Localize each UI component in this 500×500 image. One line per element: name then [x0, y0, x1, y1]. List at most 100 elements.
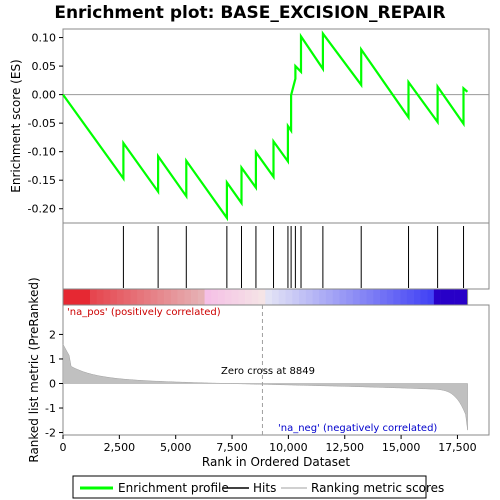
- colorbar-segment-19: [191, 289, 199, 305]
- colorbar-segment-9: [123, 289, 131, 305]
- es-y-tick-label-5: -0.15: [28, 174, 56, 187]
- colorbar-segment-35: [299, 289, 307, 305]
- legend-hits-label: Hits: [253, 481, 276, 495]
- legend-ranking-label: Ranking metric scores: [311, 481, 444, 495]
- legend: Enrichment profile Hits Ranking metric s…: [72, 475, 444, 499]
- colorbar-segment-45: [366, 289, 374, 305]
- es-y-tick-label-1: 0.05: [32, 60, 57, 73]
- es-y-tick-label-0: 0.10: [32, 32, 57, 45]
- colorbar-segment-56: [440, 289, 448, 305]
- hits-panel: [62, 222, 490, 290]
- colorbar-segment-10: [130, 289, 138, 305]
- zero-cross-label: Zero cross at 8849: [221, 366, 315, 377]
- colorbar-segment-24: [224, 289, 232, 305]
- colorbar-segment-29: [258, 289, 266, 305]
- colorbar-segment-53: [420, 289, 428, 305]
- colorbar-segment-14: [157, 289, 165, 305]
- negative-correlation-label: 'na_neg' (negatively correlated): [278, 423, 437, 434]
- colorbar-segment-36: [305, 289, 313, 305]
- colorbar-segment-22: [211, 289, 219, 305]
- colorbar-segment-40: [332, 289, 340, 305]
- x-tick-label-0: 0: [60, 441, 67, 454]
- es-panel-frame: [62, 28, 490, 224]
- x-tick-label-1: 2,500: [104, 441, 136, 454]
- colorbar-segment-2: [76, 289, 84, 305]
- colorbar-segment-13: [150, 289, 158, 305]
- colorbar-segment-43: [352, 289, 360, 305]
- metric-y-tick-label-3: -1: [45, 402, 56, 415]
- colorbar-segment-6: [103, 289, 111, 305]
- ranked-list-colorbar: [62, 288, 469, 306]
- colorbar-segment-50: [400, 289, 408, 305]
- colorbar-segment-21: [204, 289, 212, 305]
- x-tick-label-3: 7,500: [216, 441, 248, 454]
- x-tick-label-2: 5,000: [160, 441, 192, 454]
- ranking-metric-area: [62, 344, 468, 431]
- hits-panel-frame: [62, 222, 490, 290]
- colorbar-segment-30: [265, 289, 273, 305]
- colorbar-segment-41: [339, 289, 347, 305]
- x-tick-label-7: 17,500: [438, 441, 477, 454]
- colorbar-segment-18: [184, 289, 192, 305]
- colorbar-segment-54: [427, 289, 435, 305]
- metric-y-tick-label-1: 1: [49, 353, 56, 366]
- colorbar-segment-3: [83, 289, 91, 305]
- metric-panel: 2 1 0 -1 -2 0 2,500 5,000 7,500 10,000 12,500 15,0…: [27, 277, 490, 469]
- colorbar-segment-23: [218, 289, 226, 305]
- x-tick-label-6: 15,000: [382, 441, 421, 454]
- colorbar-segment-27: [245, 289, 253, 305]
- colorbar-segment-51: [406, 289, 414, 305]
- colorbar-segment-11: [137, 289, 145, 305]
- colorbar-segment-5: [96, 289, 104, 305]
- legend-enrichment-label: Enrichment profile: [118, 481, 229, 495]
- colorbar-segment-57: [447, 289, 455, 305]
- colorbar-segment-26: [238, 289, 246, 305]
- colorbar-segment-15: [164, 289, 172, 305]
- colorbar-segment-32: [278, 289, 286, 305]
- enrichment-profile-line: [62, 30, 469, 222]
- colorbar-segment-38: [319, 289, 327, 305]
- colorbar-segment-47: [379, 289, 387, 305]
- colorbar-segment-4: [89, 289, 98, 305]
- colorbar-segment-12: [143, 289, 151, 305]
- colorbar-segment-16: [170, 289, 178, 305]
- colorbar-segment-33: [285, 289, 293, 305]
- colorbar-segment-8: [116, 289, 124, 305]
- es-y-axis-label: Enrichment score (ES): [9, 59, 23, 192]
- es-y-tick-label-2: 0.00: [32, 89, 57, 102]
- colorbar-segment-25: [231, 289, 239, 305]
- chart-title: Enrichment plot: BASE_EXCISION_REPAIR: [54, 3, 445, 23]
- metric-y-axis-label: Ranked list metric (PreRanked): [27, 277, 41, 462]
- colorbar-segment-17: [177, 289, 185, 305]
- colorbar-segment-28: [251, 289, 259, 305]
- metric-y-tick-label-4: -2: [45, 427, 56, 440]
- metric-panel-frame: [62, 304, 490, 436]
- colorbar-segment-39: [325, 289, 334, 305]
- colorbar-segment-42: [346, 289, 354, 305]
- es-y-tick-label-3: -0.05: [28, 117, 56, 130]
- colorbar-segment-59: [460, 289, 468, 305]
- metric-y-tick-label-2: 0: [49, 377, 56, 390]
- x-tick-label-4: 10,000: [269, 441, 308, 454]
- x-axis-label: Rank in Ordered Dataset: [202, 455, 350, 469]
- colorbar-segment-49: [393, 289, 401, 305]
- colorbar-segment-55: [433, 289, 441, 305]
- colorbar-segment-44: [359, 289, 367, 305]
- legend-box: [72, 475, 427, 499]
- positive-correlation-label: 'na_pos' (positively correlated): [67, 307, 221, 318]
- colorbar-segment-37: [312, 289, 320, 305]
- metric-y-tick-label-0: 2: [49, 328, 56, 341]
- es-y-tick-label-6: -0.20: [28, 203, 56, 216]
- x-tick-label-5: 12,500: [325, 441, 364, 454]
- colorbar-segment-58: [454, 289, 462, 305]
- colorbar-segment-31: [272, 289, 280, 305]
- es-y-tick-label-4: -0.10: [28, 146, 56, 159]
- colorbar-segment-1: [69, 289, 77, 305]
- colorbar-segment-48: [386, 289, 394, 305]
- colorbar-segment-46: [373, 289, 381, 305]
- colorbar-segment-34: [292, 289, 300, 305]
- colorbar-segment-20: [197, 289, 205, 305]
- colorbar-segment-7: [110, 289, 118, 305]
- colorbar-segment-52: [413, 289, 421, 305]
